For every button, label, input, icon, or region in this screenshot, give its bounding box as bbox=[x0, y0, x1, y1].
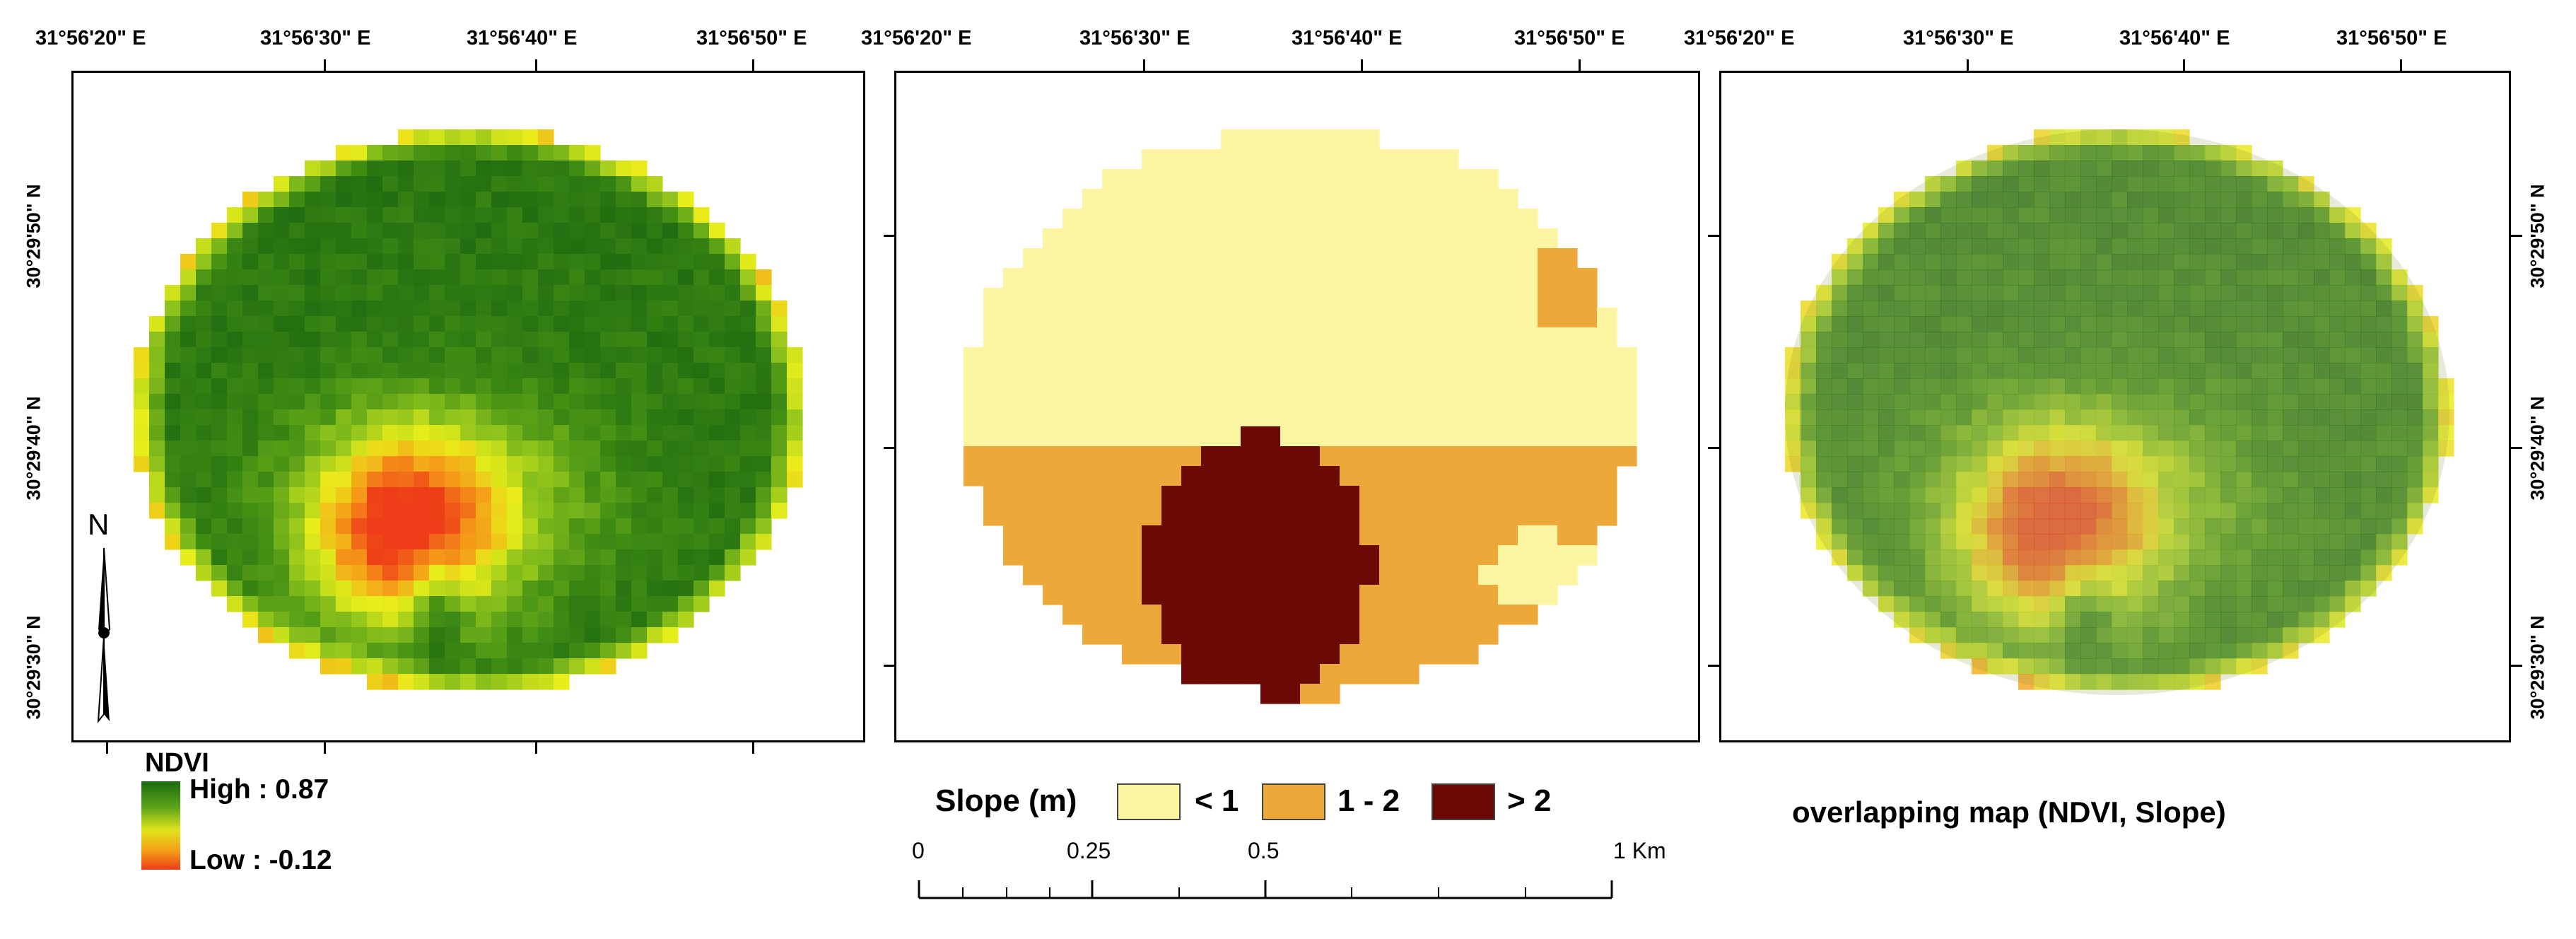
tick bbox=[106, 742, 108, 754]
tick bbox=[2511, 235, 2522, 237]
scale-bar bbox=[918, 880, 1613, 899]
tick bbox=[752, 59, 754, 71]
lon-label: 31°56'40" E bbox=[1292, 27, 1403, 49]
lat-label: 30°29'40" N bbox=[23, 396, 45, 501]
scale-label: 0.5 bbox=[1248, 838, 1280, 863]
lon-label: 31°56'20" E bbox=[35, 27, 146, 49]
lon-label: 31°56'50" E bbox=[2336, 27, 2447, 49]
slope-map bbox=[964, 129, 1637, 704]
lon-label: 31°56'50" E bbox=[696, 27, 807, 49]
ndvi-map-frame bbox=[71, 71, 865, 742]
lon-label: 31°56'30" E bbox=[260, 27, 371, 49]
overlap-map-frame bbox=[1719, 71, 2511, 742]
overlap-map bbox=[1785, 129, 2454, 695]
ndvi-legend-low: Low : -0.12 bbox=[189, 845, 332, 875]
tick bbox=[752, 742, 754, 754]
slope-swatch-high bbox=[1432, 783, 1495, 820]
scale-label: 0.25 bbox=[1067, 838, 1111, 863]
tick bbox=[324, 59, 326, 71]
lon-label: 31°56'40" E bbox=[467, 27, 578, 49]
overlap-title: overlapping map (NDVI, Slope) bbox=[1792, 795, 2226, 829]
north-letter: N bbox=[88, 508, 110, 541]
tick bbox=[2183, 59, 2185, 71]
lon-label: 31°56'20" E bbox=[1684, 27, 1795, 49]
lat-label: 30°29'30" N bbox=[23, 615, 45, 720]
slope-legend-label: < 1 bbox=[1195, 783, 1239, 818]
slope-map-frame bbox=[894, 71, 1700, 742]
lon-label: 31°56'30" E bbox=[1903, 27, 2014, 49]
lat-label: 30°29'40" N bbox=[2527, 396, 2548, 501]
tick bbox=[1579, 59, 1581, 71]
lon-label: 31°56'30" E bbox=[1079, 27, 1190, 49]
tick bbox=[884, 665, 895, 667]
tick bbox=[1708, 235, 1719, 237]
scale-label: 0 bbox=[912, 838, 925, 863]
lon-label: 31°56'50" E bbox=[1514, 27, 1625, 49]
north-arrow-icon bbox=[97, 547, 111, 724]
tick bbox=[1967, 59, 1969, 71]
slope-swatch-low bbox=[1117, 783, 1181, 820]
lon-label: 31°56'20" E bbox=[861, 27, 972, 49]
ndvi-legend-title: NDVI bbox=[145, 748, 209, 778]
slope-legend-title: Slope (m) bbox=[935, 783, 1077, 818]
tick bbox=[1708, 447, 1719, 449]
lat-label: 30°29'50" N bbox=[23, 184, 45, 288]
tick bbox=[535, 59, 537, 71]
tick bbox=[2511, 665, 2522, 667]
tick bbox=[884, 235, 895, 237]
overlay-tint bbox=[1785, 129, 2449, 695]
ndvi-legend-high: High : 0.87 bbox=[189, 774, 329, 805]
scale-label: 1 Km bbox=[1613, 838, 1666, 863]
raster-cells bbox=[964, 129, 1637, 704]
raster-cells bbox=[134, 129, 803, 690]
raster-cells bbox=[1785, 129, 2454, 690]
ndvi-gradient bbox=[141, 781, 180, 870]
tick bbox=[1143, 59, 1145, 71]
tick bbox=[324, 742, 326, 754]
tick bbox=[2400, 59, 2402, 71]
lat-label: 30°29'30" N bbox=[2527, 615, 2548, 720]
tick bbox=[2511, 447, 2522, 449]
slope-swatch-mid bbox=[1262, 783, 1325, 820]
tick bbox=[1361, 59, 1363, 71]
slope-legend-label: 1 - 2 bbox=[1337, 783, 1400, 818]
tick bbox=[884, 447, 895, 449]
ndvi-map bbox=[134, 129, 803, 690]
lon-label: 31°56'40" E bbox=[2119, 27, 2230, 49]
tick bbox=[1708, 665, 1719, 667]
slope-legend-label: > 2 bbox=[1507, 783, 1552, 818]
lat-label: 30°29'50" N bbox=[2527, 184, 2548, 288]
tick bbox=[535, 742, 537, 754]
